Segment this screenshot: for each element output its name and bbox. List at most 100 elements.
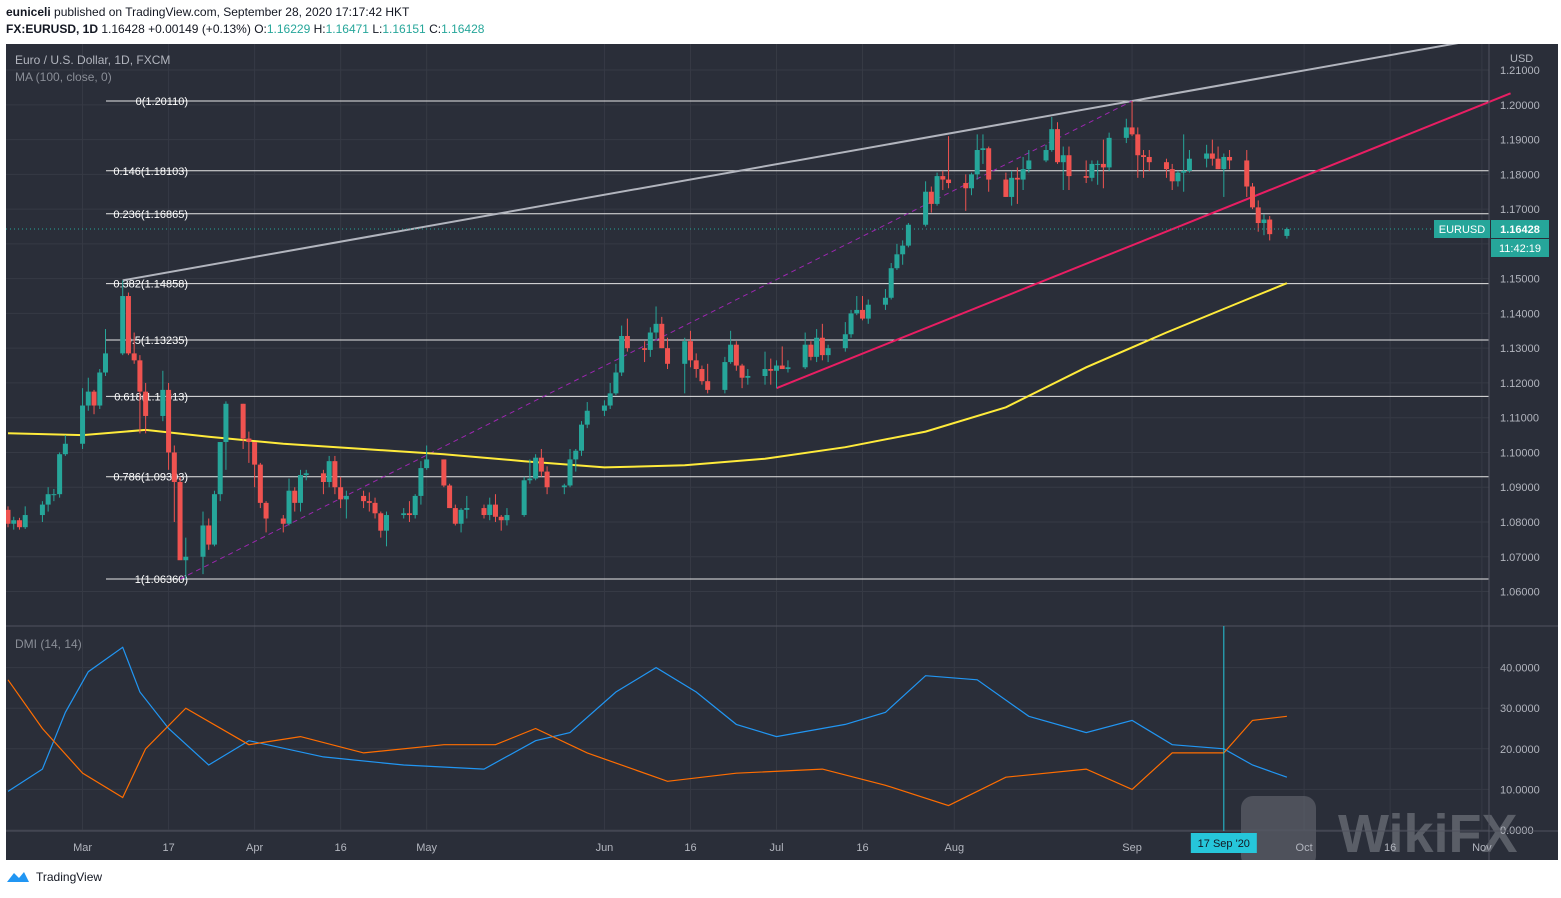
candle-body — [217, 442, 223, 495]
time-tick-label: Nov — [1472, 842, 1492, 854]
candle — [1209, 139, 1215, 166]
legend-ma: MA (100, close, 0) — [15, 70, 112, 84]
candle — [160, 370, 166, 422]
candle — [1181, 134, 1187, 192]
candle — [200, 511, 206, 575]
time-tick-label: Oct — [1296, 842, 1313, 854]
candle-body — [263, 502, 269, 519]
candle — [171, 445, 177, 522]
candle-body — [699, 369, 705, 382]
candle — [860, 296, 866, 321]
candle — [424, 445, 430, 470]
candle — [779, 346, 785, 370]
price-tick-label: 1.21000 — [1500, 65, 1540, 77]
crosshair-date-badge — [1190, 833, 1257, 853]
price-tick-label: 1.09000 — [1500, 482, 1540, 494]
candle-body — [779, 365, 785, 370]
chart-frame[interactable]: WikiFX 0(1.20110) 0.146(1.18103) 0.236(1.1… — [5, 39, 1558, 868]
candle — [1163, 158, 1169, 178]
candle — [1215, 146, 1221, 170]
candle-body — [825, 348, 831, 356]
candle-body — [888, 268, 894, 298]
candle — [1261, 214, 1267, 236]
candle-body — [1066, 155, 1072, 177]
candle — [665, 337, 671, 370]
candle — [1003, 172, 1009, 197]
candle-body — [785, 367, 791, 370]
candle — [85, 377, 91, 411]
candle-body — [1267, 219, 1273, 235]
candle — [406, 501, 412, 522]
fib-level-label: 1(1.06360) — [135, 574, 188, 586]
candle-body — [854, 309, 860, 314]
candle-body — [624, 336, 630, 349]
candle — [452, 504, 458, 526]
candle-body — [447, 485, 453, 509]
candle-body — [1249, 186, 1255, 208]
candle-body — [848, 313, 854, 335]
candle-body — [1083, 176, 1089, 178]
candle — [728, 330, 734, 364]
axes: 1.210001.200001.190001.180001.170001.160… — [6, 44, 1558, 860]
candle-body — [303, 473, 309, 476]
fib-level-label: 0.382(1.14858) — [113, 279, 188, 291]
candle-body — [561, 485, 567, 488]
trendline-white — [122, 39, 1471, 282]
candle — [1106, 132, 1112, 171]
candle — [166, 382, 172, 470]
candle — [125, 292, 131, 356]
tradingview-logo-icon — [7, 872, 29, 882]
candle — [934, 172, 940, 206]
candle-body — [125, 296, 131, 354]
fib-level-label: 0.5(1.13235) — [126, 335, 188, 347]
time-tick-label: 17 — [162, 842, 174, 854]
candle-body — [728, 344, 734, 363]
candle — [131, 332, 137, 364]
candle-body — [1146, 156, 1152, 163]
ohlc-line: FX:EURUSD, 1D 1.16428 +0.00149 (+0.13%) … — [6, 22, 484, 36]
candle — [659, 316, 665, 349]
candle-body — [739, 365, 745, 378]
candle — [533, 454, 539, 481]
candle — [1083, 160, 1089, 184]
fib-retracement: 0(1.20110) 0.146(1.18103) 0.236(1.16865) 0.… — [106, 96, 1489, 586]
candle-body — [498, 516, 504, 521]
fib-level-label: 0.618(1.11613) — [114, 391, 188, 403]
candle-body — [963, 183, 969, 189]
candle-body — [366, 501, 372, 503]
time-tick-label: 16 — [856, 842, 868, 854]
candle — [705, 363, 711, 394]
currency-label: USD — [1510, 53, 1533, 65]
candle-body — [573, 450, 579, 460]
candle — [80, 388, 86, 449]
candle — [865, 299, 871, 324]
candle-body — [923, 191, 929, 225]
candle-body — [1060, 155, 1066, 163]
candle-body — [980, 148, 986, 151]
candle-body — [401, 513, 407, 516]
candle-body — [745, 375, 751, 378]
candle — [1186, 150, 1192, 173]
candle-body — [39, 504, 45, 516]
candle-body — [705, 381, 711, 390]
candle-body — [968, 174, 974, 189]
watermark-text: WikiFX — [1338, 804, 1518, 860]
price-change: +0.00149 (+0.13%) — [148, 22, 251, 36]
candle — [567, 448, 573, 488]
candle — [825, 344, 831, 363]
chart-svg[interactable]: WikiFX 0(1.20110) 0.146(1.18103) 0.236(1.1… — [5, 39, 1558, 868]
candle-body — [659, 323, 665, 349]
candle-body — [882, 297, 888, 305]
high-label: H: — [313, 22, 326, 36]
candle — [297, 469, 303, 512]
candle — [1095, 160, 1101, 185]
price-tick-label: 1.13000 — [1500, 343, 1540, 355]
candle — [280, 515, 286, 533]
candle-body — [22, 515, 28, 528]
candle-body — [102, 353, 108, 373]
candle — [1255, 200, 1261, 232]
candle-body — [1163, 162, 1169, 170]
candle — [498, 515, 504, 531]
candle — [624, 318, 630, 352]
candle — [412, 494, 418, 519]
